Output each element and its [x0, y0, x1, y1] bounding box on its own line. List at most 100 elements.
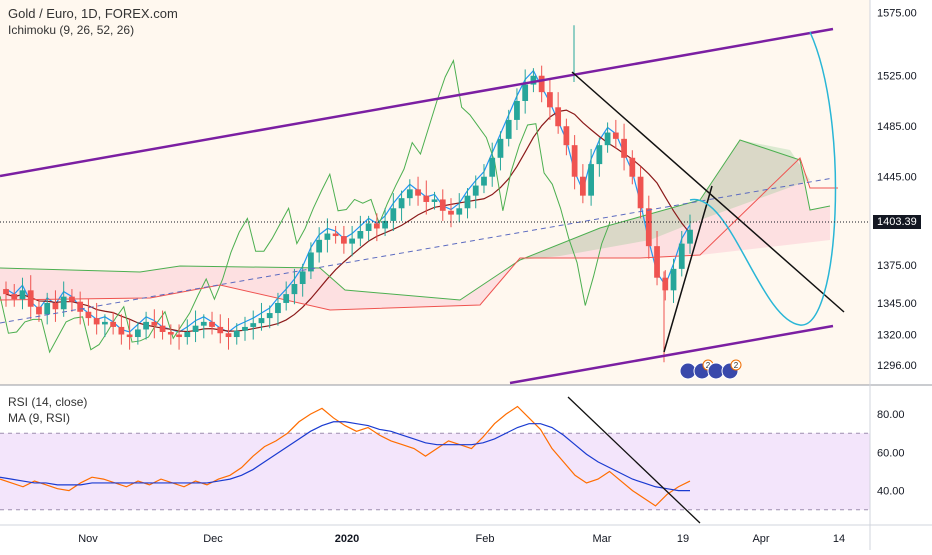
candle-body [514, 100, 520, 120]
candle-body [77, 301, 84, 312]
candle-body [472, 185, 479, 196]
candle-body [27, 290, 34, 307]
candle-body [349, 238, 356, 244]
candle-body [167, 331, 174, 335]
candle-body [357, 231, 364, 239]
candle-body [439, 199, 446, 211]
candle-body [456, 208, 463, 215]
event-count-label: 2 [706, 361, 711, 370]
rsi-tick-label: 40.00 [877, 486, 905, 498]
candle-body [299, 271, 306, 285]
candle-body [250, 323, 257, 327]
rsi-label[interactable]: RSI (14, close) [8, 395, 88, 409]
rsi-series [0, 396, 701, 524]
resistance-trendline [571, 71, 845, 313]
candle-body [69, 296, 75, 302]
candle-body [184, 331, 191, 338]
rsi-tick-label: 60.00 [877, 447, 905, 459]
candle-body [612, 132, 619, 139]
time-tick-label: Mar [593, 533, 612, 545]
candle-body [654, 246, 660, 278]
candle-body [316, 239, 323, 253]
price-tick-label: 1445.00 [877, 172, 917, 184]
candle-body [151, 321, 158, 326]
rsi-trendline [567, 396, 701, 524]
candle-body [176, 334, 182, 338]
event-count-badge [730, 359, 742, 371]
senkou-b-line [0, 157, 838, 311]
time-tick-label: 2020 [335, 533, 359, 545]
candle-body [406, 189, 413, 199]
candle-body [382, 220, 388, 229]
candle-body [588, 164, 594, 196]
candle-body [159, 325, 166, 332]
rsi-legend: RSI (14, close) MA (9, RSI) [8, 394, 87, 426]
last-price-tag: 1403.39 [873, 215, 921, 229]
candle-body [687, 229, 693, 244]
candle-body [662, 277, 669, 291]
price-tick-label: 1320.00 [877, 330, 917, 342]
candle-body [390, 208, 397, 221]
channel-lower-line [509, 324, 834, 385]
candle-body [233, 330, 240, 338]
time-tick-label: Apr [752, 533, 769, 545]
candle-body [489, 157, 496, 177]
time-tick-label: 19 [677, 533, 689, 545]
candle-body [398, 198, 405, 209]
chikou-line [0, 59, 611, 354]
candle-body [308, 252, 314, 272]
candle-body [3, 289, 9, 295]
candle-body [629, 157, 636, 177]
candle-body [431, 199, 438, 202]
rsi-ma-line [0, 421, 690, 492]
candle-body [291, 284, 298, 295]
candle-body [678, 243, 685, 269]
cloud-bull-area [520, 140, 810, 260]
candle-body [637, 176, 644, 209]
rsi-ma-label[interactable]: MA (9, RSI) [8, 411, 71, 425]
candle-body [283, 294, 290, 303]
rsi-tick-label: 80.00 [877, 409, 905, 421]
candle-body [555, 107, 562, 127]
candle-body [11, 294, 18, 300]
candle-body [530, 75, 537, 85]
price-tick-label: 1375.00 [877, 260, 917, 272]
time-tick-label: Feb [476, 533, 495, 545]
symbol-title: Gold / Euro, 1D, FOREX.com [8, 6, 178, 21]
ichimoku-label[interactable]: Ichimoku (9, 26, 52, 26) [8, 23, 135, 37]
candle-body [200, 321, 207, 326]
candle-body [52, 302, 59, 310]
candle-body [192, 325, 199, 332]
price-tick-label: 1485.00 [877, 121, 917, 133]
candle-body [497, 138, 504, 158]
candle-body [242, 326, 248, 331]
candle-body [571, 145, 578, 177]
price-legend: Gold / Euro, 1D, FOREX.com Ichimoku (9, … [8, 6, 178, 38]
candle-body [85, 311, 92, 319]
candle-body [110, 321, 117, 327]
candle-body [645, 208, 652, 247]
price-tick-label: 1575.00 [877, 8, 917, 20]
candlestick-series[interactable] [3, 25, 693, 363]
candle-body [209, 321, 215, 327]
candle-body [505, 119, 512, 139]
channel-upper-line [0, 27, 834, 178]
candle-body [670, 268, 677, 291]
candle-body [118, 326, 125, 335]
candle-body [93, 318, 100, 325]
time-tick-label: 14 [833, 533, 845, 545]
time-tick-label: Nov [78, 533, 98, 545]
trend-drawings[interactable] [0, 27, 870, 385]
axes: 1296.00 1320.00 1345.00 1375.00 1445.00 1485.… [78, 8, 917, 545]
candle-body [258, 318, 265, 324]
candle-body [19, 290, 26, 300]
time-tick-label: Dec [203, 533, 223, 545]
cloud-bear-area [0, 140, 830, 310]
candle-body [266, 313, 273, 319]
candle-body [415, 189, 421, 196]
ichimoku-cloud [0, 140, 830, 310]
candle-body [373, 223, 380, 229]
